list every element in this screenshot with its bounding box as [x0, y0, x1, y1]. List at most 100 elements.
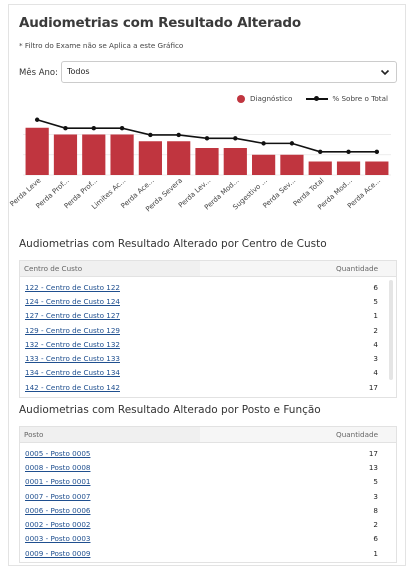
bar: [365, 161, 389, 175]
quantity-cell: 5: [373, 477, 378, 487]
posto-table-title: Audiometrias com Resultado Alterado por …: [19, 404, 321, 416]
bar: [223, 148, 247, 175]
posto-link[interactable]: 0002 - Posto 0002: [25, 520, 91, 530]
qty-col-header: Quantidade: [200, 427, 396, 442]
cc-table: Centro de Custo Quantidade 122 - Centro …: [19, 260, 397, 398]
table-row: 122 - Centro de Custo 122 6: [20, 280, 396, 294]
posto-table: Posto Quantidade 0005 - Posto 0005 17 0008…: [19, 426, 397, 563]
line-point: [346, 149, 351, 155]
cost-center-link[interactable]: 122 - Centro de Custo 122: [25, 282, 120, 292]
month-year-select[interactable]: Todos: [61, 61, 397, 83]
posto-table-header: Posto Quantidade: [20, 427, 396, 443]
line-point: [119, 125, 125, 131]
line-point: [233, 136, 238, 141]
filter-label: Mês Ano:: [19, 68, 58, 78]
table-row: 0002 - Posto 0002 2: [20, 517, 396, 531]
cost-center-link[interactable]: 124 - Centro de Custo 124: [25, 296, 120, 306]
line-point: [261, 141, 266, 146]
table-row: 129 - Centro de Custo 129 2: [20, 323, 396, 337]
quantity-cell: 8: [373, 505, 378, 515]
line-point: [91, 125, 96, 131]
table-row: 124 - Centro de Custo 124 5: [20, 294, 396, 308]
table-row: 0008 - Posto 0008 13: [20, 460, 396, 474]
posto-col-header: Posto: [24, 430, 44, 439]
bar: [280, 154, 304, 175]
quantity-cell: 2: [373, 325, 378, 335]
filter-note: * Filtro do Exame não se Aplica a este G…: [19, 41, 184, 50]
table-row: 0005 - Posto 0005 17: [20, 446, 396, 460]
cc-table-scrollbar[interactable]: [389, 280, 393, 380]
quantity-cell: 3: [373, 354, 378, 364]
line-point: [204, 136, 210, 141]
table-row: 133 - Centro de Custo 133 3: [20, 351, 396, 365]
quantity-cell: 17: [368, 382, 378, 392]
quantity-cell: 4: [373, 368, 378, 378]
bar: [25, 127, 49, 175]
bar: [110, 134, 134, 175]
legend-line-label: % Sobre o Total: [332, 94, 388, 103]
posto-link[interactable]: 0009 - Posto 0009: [25, 548, 91, 558]
table-row: 127 - Centro de Custo 127 1: [20, 309, 396, 323]
posto-table-body: 0005 - Posto 0005 17 0008 - Posto 0008 13 00…: [20, 443, 396, 560]
table-row: 0006 - Posto 0006 8: [20, 503, 396, 517]
bar: [138, 141, 162, 175]
posto-link[interactable]: 0005 - Posto 0005: [25, 448, 91, 458]
cc-table-title: Audiometrias com Resultado Alterado por …: [19, 238, 327, 250]
quantity-cell: 6: [373, 282, 378, 292]
report-card: Audiometrias com Resultado Alterado * Fi…: [8, 4, 406, 566]
cost-center-link[interactable]: 132 - Centro de Custo 132: [25, 339, 120, 349]
qty-col-header: Quantidade: [200, 261, 396, 276]
month-year-select-value: Todos: [67, 67, 90, 76]
page-title: Audiometrias com Resultado Alterado: [19, 15, 301, 31]
quantity-cell: 5: [373, 296, 378, 306]
quantity-cell: 4: [373, 339, 378, 349]
line-point: [289, 141, 295, 146]
cost-center-link[interactable]: 142 - Centro de Custo 142: [25, 382, 120, 392]
table-row: 0001 - Posto 0001 5: [20, 475, 396, 489]
bar: [336, 161, 361, 175]
cost-center-link[interactable]: 129 - Centro de Custo 129: [25, 325, 120, 335]
line-point: [318, 149, 323, 155]
chevron-down-icon: [380, 69, 390, 76]
table-row: 142 - Centro de Custo 142 17: [20, 380, 396, 394]
chart-legend: Diagnóstico % Sobre o Total: [237, 94, 388, 103]
bar: [195, 148, 219, 175]
posto-link[interactable]: 0007 - Posto 0007: [25, 491, 91, 501]
table-row: 0003 - Posto 0003 6: [20, 532, 396, 546]
bar: [252, 154, 276, 175]
table-row: 134 - Centro de Custo 134 4: [20, 366, 396, 380]
quantity-cell: 6: [373, 534, 378, 544]
legend-bar-swatch: [237, 94, 245, 103]
bar: [53, 134, 78, 175]
posto-link[interactable]: 0003 - Posto 0003: [25, 534, 91, 544]
quantity-cell: 1: [373, 311, 378, 321]
table-row: 0009 - Posto 0009 1: [20, 546, 396, 560]
cost-center-link[interactable]: 134 - Centro de Custo 134: [25, 368, 120, 378]
bar: [82, 134, 106, 175]
cc-col-header: Centro de Custo: [24, 264, 83, 273]
bar: [308, 161, 332, 175]
table-row: 0007 - Posto 0007 3: [20, 489, 396, 503]
table-row: 132 - Centro de Custo 132 4: [20, 337, 396, 351]
posto-link[interactable]: 0001 - Posto 0001: [25, 477, 91, 487]
line-point: [176, 132, 181, 138]
legend-bar-label: Diagnóstico: [250, 94, 293, 103]
quantity-cell: 17: [368, 448, 378, 458]
cost-center-link[interactable]: 127 - Centro de Custo 127: [25, 311, 120, 321]
posto-link[interactable]: 0008 - Posto 0008: [25, 462, 91, 472]
legend-line-swatch: [306, 95, 329, 103]
cc-table-body: 122 - Centro de Custo 122 6 124 - Centro d…: [20, 277, 396, 394]
posto-link[interactable]: 0006 - Posto 0006: [25, 505, 91, 515]
line-point: [34, 117, 40, 122]
line-point: [148, 132, 153, 138]
cost-center-link[interactable]: 133 - Centro de Custo 133: [25, 354, 120, 364]
quantity-cell: 1: [373, 548, 378, 558]
quantity-cell: 3: [373, 491, 378, 501]
bar: [167, 141, 191, 175]
quantity-cell: 2: [373, 520, 378, 530]
quantity-cell: 13: [368, 462, 378, 472]
line-point: [374, 149, 380, 155]
line-point: [63, 125, 68, 131]
cc-table-header: Centro de Custo Quantidade: [20, 261, 396, 277]
